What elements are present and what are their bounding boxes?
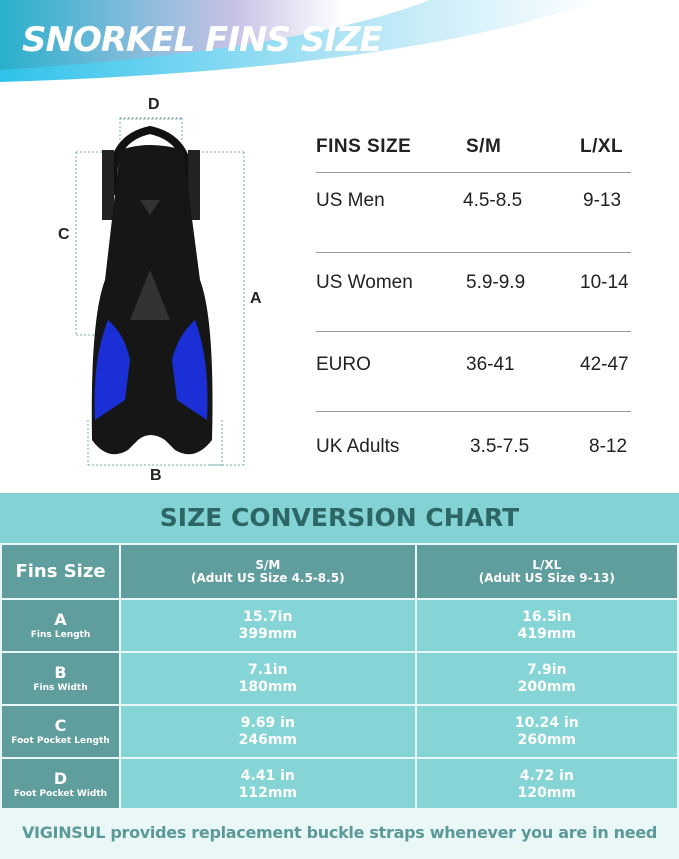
cell-lxl: 7.9in 200mm: [414, 651, 679, 706]
size-header-fins: FINS SIZE: [316, 136, 412, 157]
fin-diagram: [75, 117, 245, 466]
row-label: C Foot Pocket Length: [0, 704, 121, 759]
dimension-label-a: A: [250, 290, 262, 307]
header-fins-size: Fins Size: [0, 543, 121, 600]
size-header-lxl: L/XL: [580, 136, 624, 157]
cell-lxl: 16.5in 419mm: [414, 598, 679, 653]
row-label: A Fins Length: [0, 598, 121, 653]
page-title: SNORKEL FINS SIZE: [22, 20, 383, 60]
header-sm-label: S/M: [255, 557, 281, 572]
size-cell: 5.9-9.9: [466, 272, 526, 293]
divider: [316, 172, 631, 173]
cell-sm: 9.69 in 246mm: [119, 704, 417, 759]
cell-sm: 15.7in 399mm: [119, 598, 417, 653]
header-lxl-sub: (Adult US Size 9-13): [478, 570, 615, 585]
table-row: B Fins Width 7.1in 180mm 7.9in 200mm: [0, 651, 679, 706]
conversion-section: SIZE CONVERSION CHART Fins Size S/M (Adul…: [0, 493, 679, 859]
size-row-label: US Women: [316, 272, 413, 293]
cell-lxl: 4.72 in 120mm: [414, 757, 679, 812]
divider: [316, 411, 631, 412]
size-cell: 36-41: [466, 354, 515, 375]
header-lxl-label: L/XL: [532, 557, 562, 572]
size-header-sm: S/M: [466, 136, 502, 157]
size-cell: 8-12: [589, 436, 628, 457]
table-row: D Foot Pocket Width 4.41 in 112mm 4.72 in 1…: [0, 757, 679, 812]
dimension-label-c: C: [58, 226, 70, 243]
header-sm-sub: (Adult US Size 4.5-8.5): [191, 570, 345, 585]
conversion-title: SIZE CONVERSION CHART: [159, 503, 520, 532]
table-row: A Fins Length 15.7in 399mm 16.5in 419mm: [0, 598, 679, 653]
size-cell: 42-47: [580, 354, 629, 375]
header-sm: S/M (Adult US Size 4.5-8.5): [119, 543, 417, 600]
row-label: B Fins Width: [0, 651, 121, 706]
size-cell: 10-14: [580, 272, 629, 293]
divider: [316, 252, 631, 253]
size-cell: 3.5-7.5: [470, 436, 530, 457]
cell-sm: 4.41 in 112mm: [119, 757, 417, 812]
row-label: D Foot Pocket Width: [0, 757, 121, 812]
size-cell: 4.5-8.5: [463, 190, 523, 211]
dimension-label-b: B: [150, 467, 162, 484]
header-lxl: L/XL (Adult US Size 9-13): [414, 543, 679, 600]
footer-note: VIGINSUL provides replacement buckle str…: [0, 808, 679, 859]
dimension-label-d: D: [148, 96, 160, 113]
size-row-label: EURO: [316, 354, 371, 375]
divider: [316, 331, 631, 332]
size-row-label: UK Adults: [316, 436, 400, 457]
size-row-label: US Men: [316, 190, 385, 211]
size-cell: 9-13: [583, 190, 622, 211]
conversion-table: Fins Size S/M (Adult US Size 4.5-8.5) L/X…: [0, 543, 679, 812]
table-header-row: Fins Size S/M (Adult US Size 4.5-8.5) L/X…: [0, 543, 679, 600]
cell-lxl: 10.24 in 260mm: [414, 704, 679, 759]
cell-sm: 7.1in 180mm: [119, 651, 417, 706]
table-row: C Foot Pocket Length 9.69 in 246mm 10.24 i…: [0, 704, 679, 759]
header-banner: [0, 0, 600, 82]
